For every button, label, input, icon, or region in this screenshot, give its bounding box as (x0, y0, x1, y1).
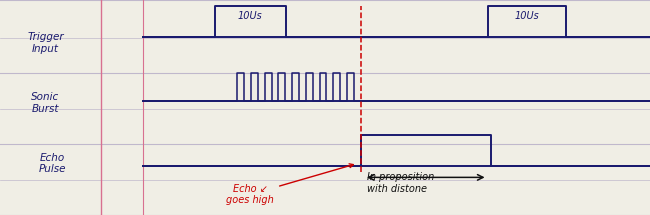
Text: Sonic
Burst: Sonic Burst (31, 92, 60, 114)
Text: Echo
Pulse: Echo Pulse (38, 153, 66, 174)
Text: 10Us: 10Us (238, 11, 263, 21)
Text: 10Us: 10Us (514, 11, 539, 21)
Text: Trigger
Input: Trigger Input (27, 32, 64, 54)
Text: Echo ↙
goes high: Echo ↙ goes high (226, 164, 354, 205)
Text: In proposition
with distone: In proposition with distone (367, 172, 434, 194)
